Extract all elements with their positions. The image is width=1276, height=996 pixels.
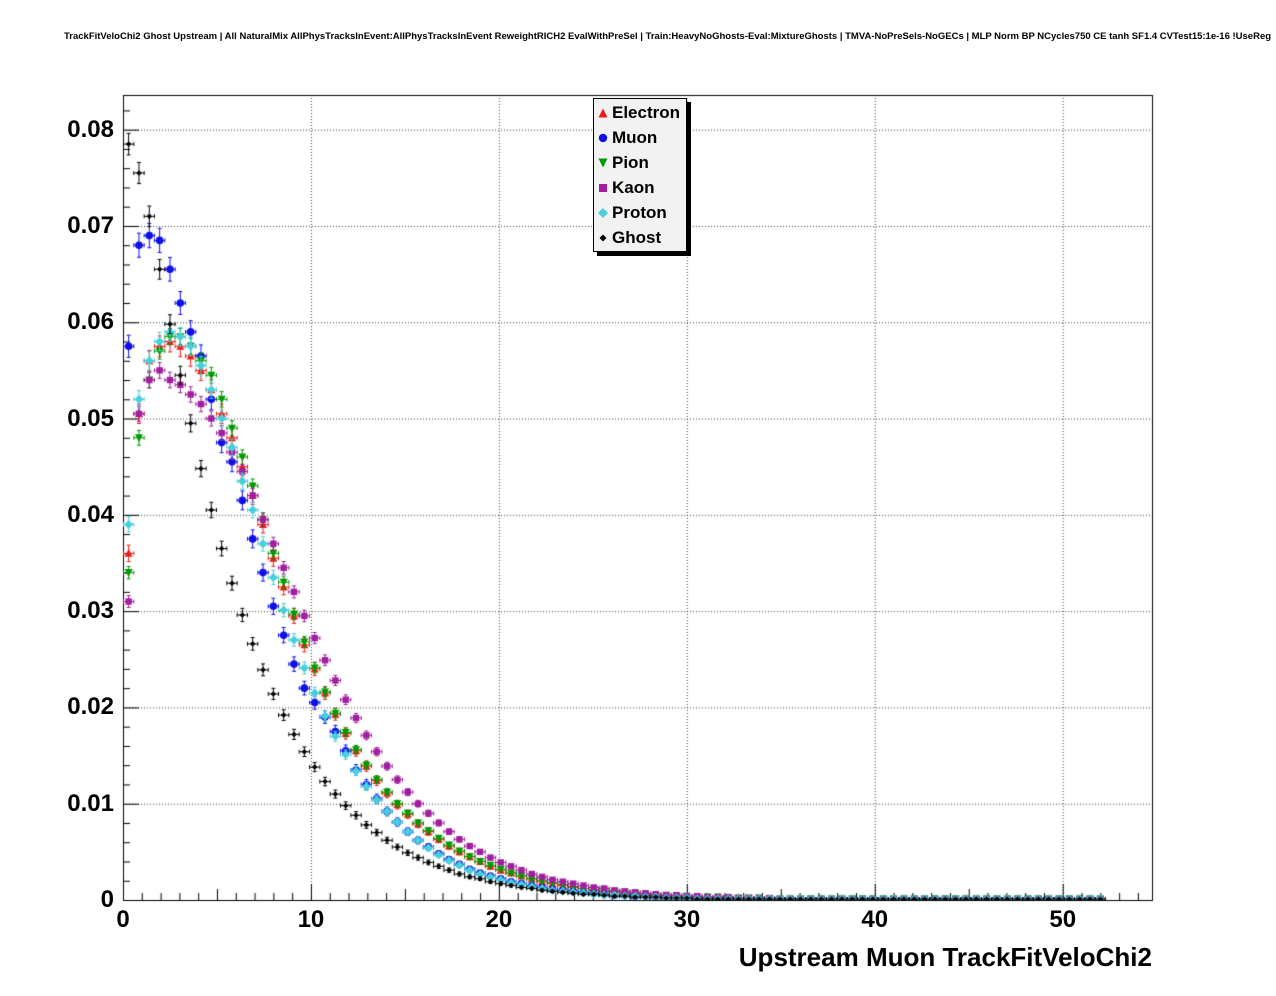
legend-label: Pion [612,152,649,172]
circle-marker-icon [598,133,608,142]
y-tick-label: 0.02 [67,693,114,721]
y-tick-label: 0.07 [67,211,114,239]
y-tick-label: 0.08 [67,115,114,143]
legend-entry: Kaon [594,175,686,200]
small-diamond-marker-icon [599,234,607,241]
x-tick-label: 50 [1049,906,1077,933]
legend-entry: Muon [594,125,686,150]
triangle-up-marker-icon [598,108,608,117]
legend-label: Muon [612,127,658,147]
x-axis-title: Upstream Muon TrackFitVeloChi2 [738,942,1152,972]
legend: Electron Muon Pion Kaon Proton Ghost [593,98,687,252]
y-tick-label: 0.05 [67,404,114,432]
y-tick-label: 0.01 [67,789,114,817]
x-tick-label: 20 [485,906,513,933]
y-tick-label: 0.04 [67,500,114,528]
legend-label: Ghost [612,227,662,247]
x-tick-label: 40 [861,906,889,933]
y-tick-label: 0.03 [67,597,114,625]
legend-label: Kaon [612,177,655,197]
diamond-marker-icon [598,207,608,218]
square-marker-icon [599,183,607,192]
legend-entry: Pion [594,150,686,175]
legend-label: Proton [612,202,667,222]
x-tick-label: 10 [297,906,325,933]
y-tick-label: 0 [100,886,114,913]
legend-entry: Proton [594,200,686,225]
triangle-down-marker-icon [598,158,608,167]
legend-entry: Ghost [594,225,686,250]
x-tick-label: 30 [673,906,701,933]
y-tick-label: 0.06 [67,308,114,336]
legend-label: Electron [612,102,681,122]
x-tick-label: 0 [116,906,130,933]
legend-entry: Electron [594,100,686,125]
